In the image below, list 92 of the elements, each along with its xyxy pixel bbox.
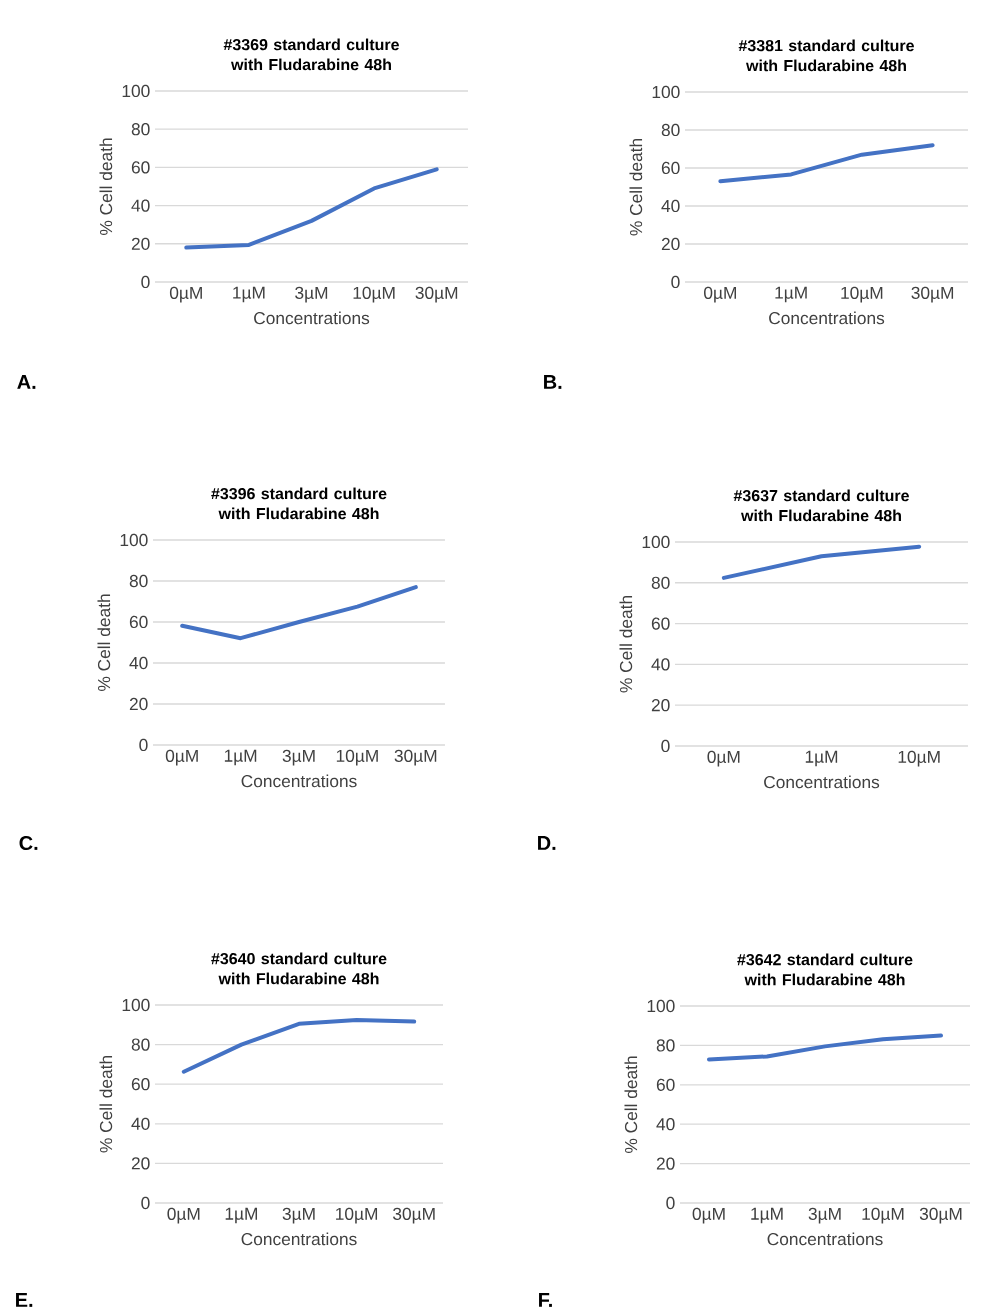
chart-title: #3637 standard culture with Fludarabine 48h (733, 489, 909, 522)
y-tick-label: 40 (131, 1117, 150, 1130)
x-tick-label: 1µM (225, 1207, 258, 1224)
y-tick-label: 0 (139, 738, 148, 752)
chart-title: #3396 standard culture with Fludarabine 48h (211, 487, 387, 520)
x-axis-title: Concentrations (241, 1232, 357, 1246)
line-series (707, 1033, 943, 1062)
x-tick-label: 3µM (808, 1207, 841, 1224)
chart-title: #3381 standard culture with Fludarabine 48h (738, 39, 914, 72)
y-axis-title: % Cell death (629, 139, 643, 236)
y-tick-label: 60 (129, 615, 148, 629)
y-tick-label: 100 (120, 533, 148, 547)
y-axis-title: % Cell death (99, 1056, 113, 1153)
y-axis-title: % Cell death (99, 138, 113, 235)
line-series (181, 1018, 417, 1074)
y-tick-label: 0 (666, 1196, 675, 1210)
x-tick-label: 30µM (393, 1207, 435, 1224)
line-series (184, 167, 439, 250)
y-tick-label: 40 (661, 199, 680, 213)
chart-title: #3642 standard culture with Fludarabine 48h (737, 953, 913, 986)
y-tick-label: 0 (141, 275, 150, 289)
x-tick-label: 0µM (707, 750, 740, 767)
y-tick-label: 40 (656, 1118, 675, 1131)
y-tick-label: 20 (651, 699, 670, 712)
y-tick-label: 100 (647, 999, 675, 1013)
y-tick-label: 100 (642, 535, 670, 549)
x-tick-label: 0µM (165, 749, 198, 766)
y-tick-label: 40 (129, 656, 148, 670)
text: E. (16, 1293, 33, 1307)
x-tick-label: 0µM (704, 286, 736, 303)
text: C. (19, 835, 38, 851)
x-axis-title: Concentrations (764, 775, 880, 789)
x-tick-label: 30µM (911, 286, 954, 303)
text: B. (544, 375, 562, 389)
x-axis-title: Concentrations (767, 1232, 883, 1246)
x-tick-label: 30µM (415, 286, 458, 303)
y-tick-label: 40 (131, 199, 150, 212)
x-tick-label: 0µM (169, 286, 202, 303)
x-tick-label: 3µM (282, 1207, 315, 1224)
x-tick-label: 1µM (224, 749, 257, 766)
y-tick-label: 60 (661, 161, 680, 175)
y-tick-label: 60 (651, 617, 670, 630)
y-tick-label: 20 (661, 237, 680, 251)
y-tick-label: 80 (661, 123, 680, 137)
y-tick-label: 60 (131, 161, 150, 174)
y-tick-label: 100 (122, 84, 150, 98)
x-tick-label: 0µM (692, 1207, 725, 1224)
text: F. (539, 1293, 552, 1307)
y-tick-label: 80 (129, 574, 148, 588)
y-tick-label: 60 (656, 1078, 675, 1091)
y-tick-label: 20 (131, 237, 150, 250)
x-axis-title: Concentrations (254, 311, 370, 325)
y-tick-label: 20 (131, 1157, 150, 1170)
x-tick-label: 10µM (336, 1207, 378, 1224)
y-axis-title: % Cell death (619, 596, 633, 693)
x-tick-label: 10µM (862, 1207, 904, 1224)
y-axis-title: % Cell death (624, 1056, 638, 1154)
x-tick-label: 10µM (353, 286, 395, 303)
x-tick-label: 30µM (394, 749, 437, 766)
text: D. (538, 836, 556, 850)
y-tick-label: 0 (661, 739, 670, 753)
y-tick-label: 100 (652, 85, 680, 99)
x-tick-label: 1µM (805, 750, 838, 767)
y-tick-label: 60 (131, 1078, 150, 1091)
y-tick-label: 80 (651, 576, 670, 589)
x-tick-label: 10µM (841, 286, 883, 303)
text: A. (17, 375, 36, 389)
x-tick-label: 1µM (233, 286, 265, 303)
y-axis-title: % Cell death (97, 594, 111, 691)
y-tick-label: 100 (122, 998, 150, 1012)
x-tick-label: 3µM (295, 286, 328, 303)
y-tick-label: 20 (129, 697, 148, 711)
y-tick-label: 80 (131, 123, 150, 136)
y-tick-label: 80 (656, 1039, 675, 1052)
y-tick-label: 80 (131, 1038, 150, 1051)
y-tick-label: 0 (141, 1196, 150, 1210)
line-series (718, 143, 935, 184)
chart-title: #3369 standard culture with Fludarabine 48h (223, 38, 399, 71)
x-axis-title: Concentrations (769, 311, 885, 325)
x-tick-label: 1µM (775, 286, 807, 303)
chart-title: #3640 standard culture with Fludarabine 48h (211, 952, 387, 985)
x-tick-label: 30µM (919, 1207, 962, 1224)
y-tick-label: 40 (651, 658, 670, 671)
y-tick-label: 0 (671, 275, 680, 289)
x-tick-label: 10µM (898, 750, 940, 767)
y-tick-label: 20 (656, 1157, 675, 1170)
x-tick-label: 3µM (282, 749, 315, 766)
x-tick-label: 1µM (751, 1207, 783, 1224)
x-axis-title: Concentrations (241, 774, 357, 788)
line-series (180, 585, 418, 641)
x-tick-label: 10µM (336, 749, 378, 766)
x-tick-label: 0µM (167, 1207, 200, 1224)
